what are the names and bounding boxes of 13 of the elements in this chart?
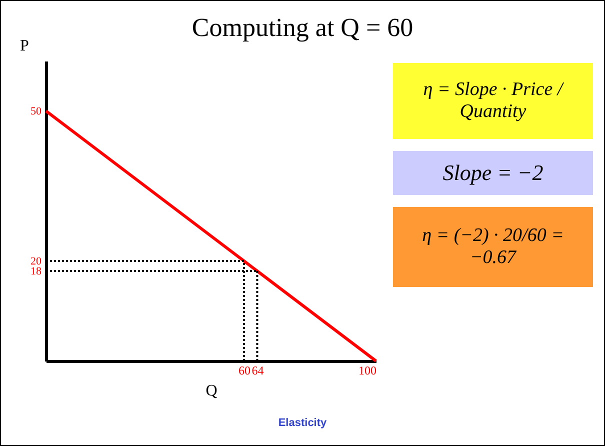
x-axis-title: Q <box>206 382 218 400</box>
y-tick-label: 50 <box>30 106 42 118</box>
text: Slope = −2 <box>393 151 593 195</box>
y-axis-title: P <box>20 38 30 54</box>
y-tick-label: 18 <box>30 266 42 278</box>
chart-title: Computing at Q = 60 <box>192 13 414 42</box>
x-tick-label: 64 <box>252 364 264 378</box>
x-tick-label: 60 <box>238 364 250 378</box>
y-tick-label: 20 <box>30 256 42 268</box>
x-tick-label: 100 <box>358 364 376 378</box>
text: η = (−2) · 20/60 = −0.67 <box>393 207 593 287</box>
text: η = Slope · Price / Quantity <box>393 63 593 139</box>
text: Elasticity <box>277 416 328 431</box>
